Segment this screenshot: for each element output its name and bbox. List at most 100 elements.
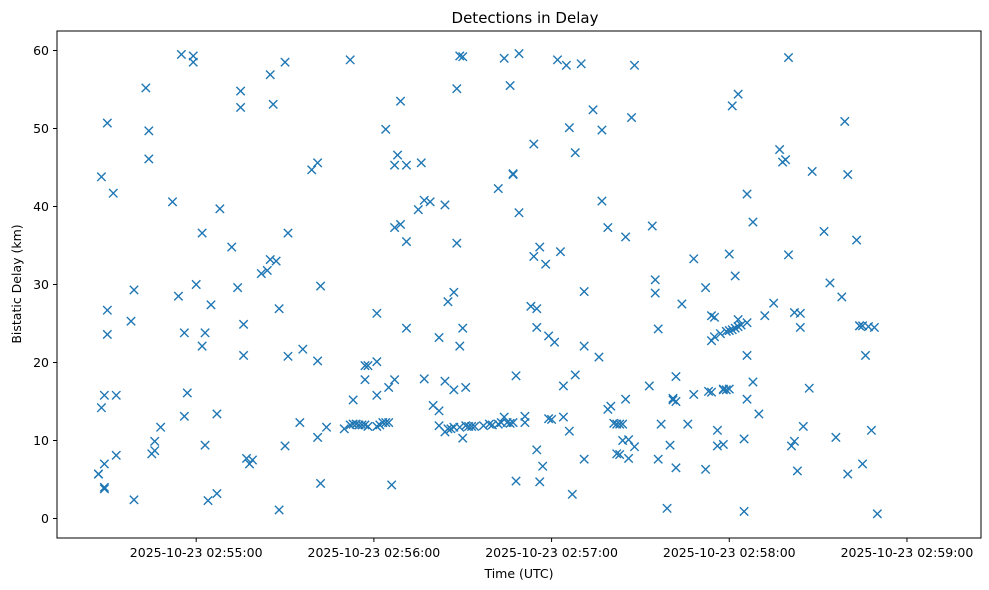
data-point [783, 250, 794, 260]
data-point [564, 123, 575, 133]
data-point [706, 387, 717, 397]
data-point [144, 126, 154, 136]
data-point [869, 322, 880, 333]
y-tick-label: 50 [33, 121, 49, 136]
data-point [629, 60, 640, 71]
y-tick-label: 40 [33, 199, 49, 214]
data-point [389, 222, 400, 233]
data-point [348, 395, 358, 405]
x-axis-label: Time (UTC) [483, 566, 553, 581]
data-point [798, 421, 809, 432]
data-point [529, 251, 539, 262]
data-point [111, 450, 121, 461]
x-tick-label: 2025-10-23 02:59:00 [841, 545, 974, 560]
data-point [623, 453, 634, 464]
data-point [449, 385, 459, 395]
data-point [401, 236, 412, 247]
data-point [709, 332, 720, 342]
data-point [561, 60, 572, 71]
data-point [232, 282, 243, 293]
data-point [511, 476, 521, 486]
data-point [446, 424, 456, 434]
data-point [576, 59, 586, 69]
data-point [150, 445, 160, 456]
data-point [626, 112, 637, 123]
data-point [597, 125, 607, 135]
data-point [612, 449, 622, 459]
data-point [629, 442, 640, 452]
data-point [372, 357, 382, 367]
data-point [754, 409, 764, 419]
data-point [854, 321, 865, 331]
data-point [176, 49, 187, 60]
data-point [526, 301, 536, 312]
y-tick-label: 20 [33, 355, 49, 370]
data-point [508, 417, 518, 428]
data-point [167, 197, 178, 207]
data-point [768, 298, 779, 308]
data-point [129, 495, 139, 505]
data-point [241, 453, 252, 464]
data-point [381, 124, 391, 134]
data-point [650, 288, 660, 298]
data-point [484, 419, 495, 429]
data-point [312, 432, 323, 443]
data-point [238, 350, 249, 361]
data-point [478, 420, 489, 431]
data-point [144, 154, 154, 164]
data-point [543, 413, 554, 424]
data-point [443, 296, 453, 307]
data-point [748, 217, 758, 227]
data-point [529, 139, 539, 149]
data-point [614, 449, 625, 460]
data-point [786, 441, 797, 451]
data-point [671, 463, 681, 473]
chart-title: Detections in Delay [452, 9, 599, 27]
data-point [700, 282, 711, 293]
data-point [706, 311, 717, 321]
data-point [780, 155, 791, 165]
data-point [197, 228, 207, 238]
data-point [280, 57, 290, 67]
data-point [96, 172, 107, 182]
data-point [662, 503, 672, 514]
data-point [360, 360, 370, 371]
data-point [212, 409, 222, 419]
data-point [455, 341, 465, 351]
x-tick-label: 2025-10-23 02:58:00 [663, 545, 796, 560]
data-point [843, 469, 853, 479]
x-tick-label: 2025-10-23 02:56:00 [308, 545, 441, 560]
data-point [742, 189, 752, 199]
data-point [671, 371, 681, 382]
data-point [748, 377, 758, 387]
data-point [851, 235, 862, 245]
data-point [546, 414, 557, 425]
data-point [724, 325, 734, 336]
data-point [742, 394, 752, 404]
data-point [514, 48, 524, 59]
data-point [392, 150, 403, 160]
data-point [724, 249, 734, 259]
x-tick-label: 2025-10-23 02:57:00 [485, 545, 618, 560]
data-point [197, 341, 207, 351]
data-point [93, 469, 104, 479]
data-point [389, 160, 400, 170]
data-point [401, 160, 412, 170]
data-point [620, 394, 631, 404]
data-point [452, 238, 462, 248]
data-point [597, 196, 607, 206]
data-point [617, 419, 628, 429]
data-point [395, 96, 406, 106]
data-point [620, 232, 631, 242]
data-point [413, 204, 424, 215]
data-point [182, 388, 193, 398]
data-points [93, 48, 883, 519]
data-point [795, 322, 806, 333]
data-point [458, 323, 468, 333]
data-point [514, 208, 524, 218]
data-point [265, 69, 275, 80]
data-point [425, 197, 435, 207]
data-point [603, 222, 613, 233]
data-point [460, 382, 471, 393]
data-point [262, 265, 272, 276]
